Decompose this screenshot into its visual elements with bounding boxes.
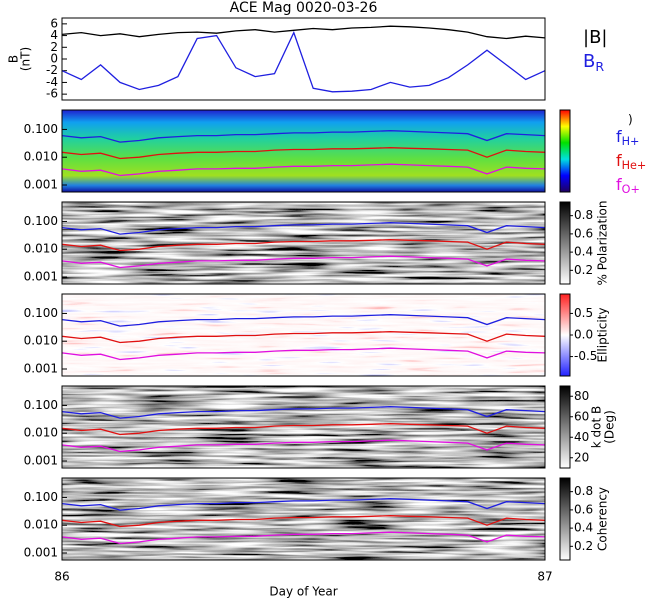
colorbar-tick-label: 0.8: [574, 484, 593, 498]
series-line: [61, 531, 546, 545]
spectrogram-image: [62, 294, 545, 376]
legend-label: fH+: [616, 127, 639, 149]
colorbar: [559, 385, 571, 469]
colorbar: [559, 201, 571, 285]
y-tick-label: 0.010: [24, 150, 58, 164]
colorbar-tick-label: 0.0: [574, 328, 593, 342]
colorbar: [559, 109, 571, 193]
colorbar-tick-label: 0.8: [574, 208, 593, 222]
colorbar-label: k dot B: [590, 406, 604, 448]
spectrogram-image: [62, 386, 545, 468]
colorbar-tick-label: 0.5: [574, 306, 593, 320]
y-tick-label: -4: [46, 75, 58, 89]
y-tick-label: 0.001: [24, 270, 58, 284]
x-tick-label: 86: [54, 570, 69, 584]
colorbar-tick-label: 0.2: [574, 539, 593, 553]
legend-subscript: O+: [622, 183, 640, 196]
chart-title: ACE Mag 0020-03-26: [230, 0, 378, 16]
series-line: [61, 498, 546, 511]
series-line: [61, 239, 546, 252]
series-line: [61, 222, 546, 235]
y-tick-label: 0: [50, 52, 58, 66]
legend-name: f: [616, 127, 622, 146]
spectrogram-image: [62, 110, 545, 192]
series-line: [61, 314, 546, 327]
series-line: [61, 406, 546, 419]
legend-subscript: R: [595, 59, 604, 74]
legend-label: BR: [583, 51, 604, 74]
colorbar-label: % Polarization: [596, 201, 610, 286]
series-line: [61, 163, 546, 177]
legend-subscript: He+: [622, 159, 647, 172]
plot-frame: [61, 477, 546, 561]
y-tick-label: 4: [50, 28, 58, 42]
y-tick-label: -2: [46, 63, 58, 77]
y-tick-label: -6: [46, 87, 58, 101]
colorbar-tick-label: 0.4: [574, 245, 593, 259]
legend-subscript: H+: [622, 135, 640, 148]
legend-label: fO+: [616, 175, 640, 197]
plot-frame: [61, 109, 546, 193]
y-axis-label: B: [7, 55, 21, 63]
y-tick-label: 0.100: [24, 490, 58, 504]
plot-frame: [61, 293, 546, 377]
series-line: [61, 255, 546, 269]
series-line: [61, 347, 546, 361]
legend-name: f: [616, 151, 622, 170]
colorbar-label: Ellipticity: [596, 308, 610, 363]
series-line: [61, 515, 546, 528]
y-tick-label: 0.100: [24, 306, 58, 320]
legend-name: f: [616, 175, 622, 194]
colorbar-label: Coherency: [596, 487, 610, 551]
y-tick-label: 0.001: [24, 454, 58, 468]
x-tick-label: 87: [537, 570, 552, 584]
x-axis-label: Day of Year: [269, 585, 337, 599]
legend-name: |B|: [583, 27, 607, 48]
y-tick-label: 0.010: [24, 518, 58, 532]
y-tick-label: 0.001: [24, 546, 58, 560]
plot-frame: [61, 385, 546, 469]
series-line: [61, 331, 546, 344]
series-line: [61, 130, 546, 143]
colorbar: [559, 477, 571, 561]
y-axis-label: (nT): [19, 47, 33, 71]
colorbar-tick-label: 60: [574, 409, 589, 423]
legend-label: |B|: [583, 27, 607, 48]
colorbar-tick-label: 0.6: [574, 502, 593, 516]
series-line: [61, 147, 546, 160]
colorbar-tick-label: 40: [574, 430, 589, 444]
y-tick-label: 0.001: [24, 362, 58, 376]
y-tick-label: 0.100: [24, 122, 58, 136]
colorbar-tick-label: -0.5: [574, 349, 597, 363]
colorbar-label: (Deg): [603, 410, 617, 444]
plot-frame: [61, 201, 546, 285]
colorbar-tick-label: 20: [574, 450, 589, 464]
y-tick-label: 6: [50, 16, 58, 30]
colorbar-tick-label: 80: [574, 389, 589, 403]
y-tick-label: 0.100: [24, 398, 58, 412]
series-line: [61, 25, 546, 40]
series-line: [61, 30, 546, 93]
colorbar: [559, 293, 571, 377]
colorbar-tick-label: 0.4: [574, 521, 593, 535]
legend-name: B: [583, 51, 595, 72]
y-tick-label: 0.100: [24, 214, 58, 228]
y-tick-label: 0.010: [24, 426, 58, 440]
legend-label: fHe+: [616, 151, 646, 173]
series-line: [61, 423, 546, 436]
spectrogram-image: [62, 478, 545, 560]
spectrogram-image: [62, 202, 545, 284]
y-tick-label: 0.001: [24, 178, 58, 192]
colorbar-label: ): [628, 113, 633, 127]
y-tick-label: 2: [50, 40, 58, 54]
colorbar-tick-label: 0.6: [574, 226, 593, 240]
y-tick-label: 0.010: [24, 334, 58, 348]
plot-frame: [61, 17, 546, 101]
y-tick-label: 0.010: [24, 242, 58, 256]
colorbar-tick-label: 0.2: [574, 263, 593, 277]
series-line: [61, 439, 546, 453]
